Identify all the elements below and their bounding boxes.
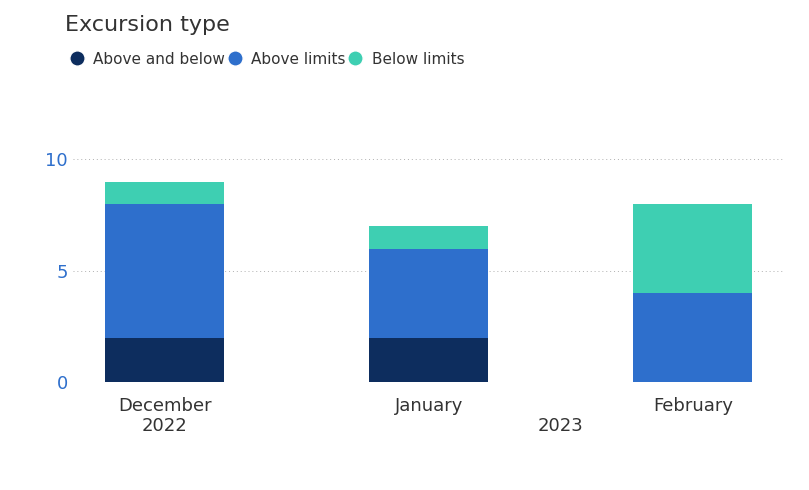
- Text: Excursion type: Excursion type: [65, 15, 230, 35]
- Bar: [105, 204, 224, 338]
- Text: December: December: [118, 397, 211, 415]
- Bar: [370, 226, 488, 248]
- Text: February: February: [653, 397, 733, 415]
- Bar: [370, 338, 488, 382]
- Text: January: January: [395, 397, 463, 415]
- Text: 2023: 2023: [538, 416, 584, 435]
- Bar: [105, 338, 224, 382]
- Legend: Above and below, Above limits, Below limits: Above and below, Above limits, Below lim…: [74, 52, 464, 67]
- Bar: [105, 182, 224, 204]
- Bar: [633, 293, 752, 382]
- Text: 2022: 2022: [142, 416, 188, 435]
- Bar: [370, 248, 488, 338]
- Bar: [633, 204, 752, 293]
